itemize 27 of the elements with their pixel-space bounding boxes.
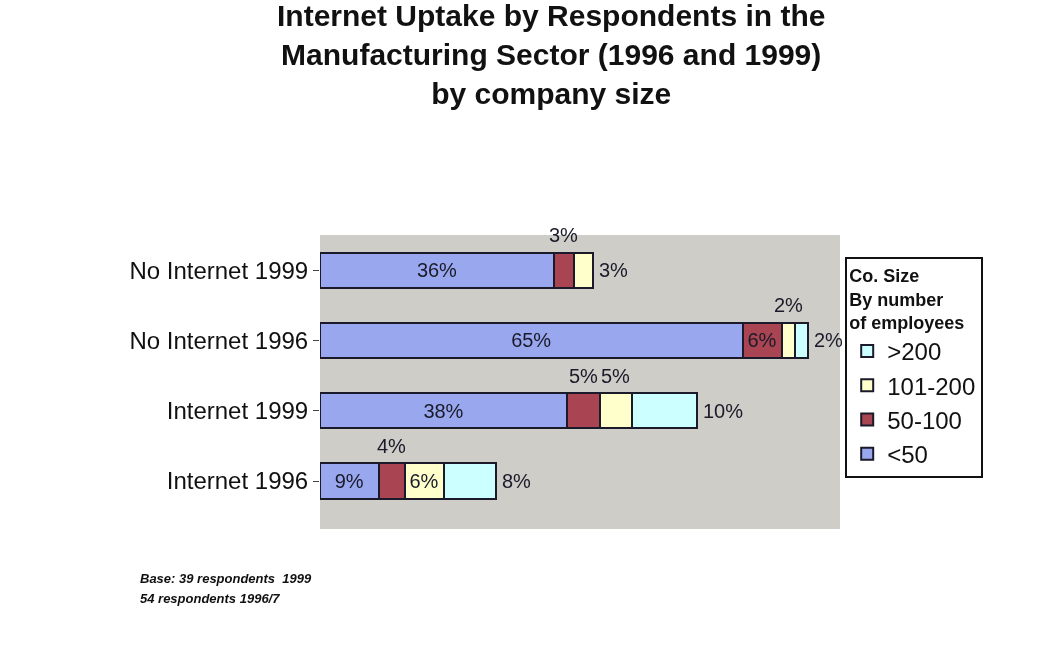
y-tick-label: Internet 1999 <box>166 397 309 425</box>
data-label: 38% <box>423 399 464 422</box>
data-label: 10% <box>703 400 744 422</box>
legend-label: 50-100 <box>887 406 962 434</box>
data-label: 8% <box>502 470 532 492</box>
y-tick-label: No Internet 1996 <box>129 326 309 354</box>
chart-title: Internet Uptake by Respondents in the Manufacturing Sector (1996 and 1999) by company size <box>276 0 826 111</box>
data-label: 4% <box>377 435 407 457</box>
data-label: 6% <box>409 470 439 492</box>
data-label: 6% <box>747 329 777 352</box>
data-label: 5% <box>601 365 631 387</box>
data-label: 9% <box>334 470 364 492</box>
legend-label: >200 <box>887 338 942 366</box>
y-tick-label: Internet 1996 <box>166 467 309 495</box>
data-label: 36% <box>416 259 458 282</box>
legend-label: <50 <box>887 441 928 469</box>
data-label: 2% <box>814 329 844 351</box>
legend-title: Co. Size By number of employees <box>849 266 965 333</box>
text: Base: 39 respondents 1999 <box>140 571 313 586</box>
data-label: 5% <box>569 365 599 387</box>
data-label: 65% <box>511 329 552 352</box>
legend-label: 101-200 <box>887 372 976 400</box>
data-label: 3% <box>549 224 579 246</box>
y-tick-label: No Internet 1999 <box>129 256 309 284</box>
data-label: 2% <box>774 294 804 316</box>
data-label: 3% <box>599 259 629 281</box>
text: 54 respondents 1996/7 <box>140 591 281 606</box>
